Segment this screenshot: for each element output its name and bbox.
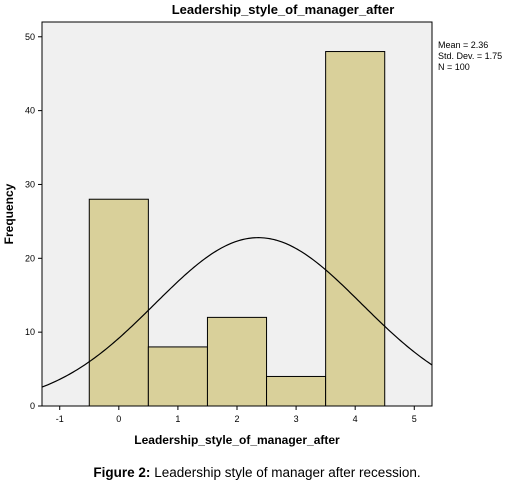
x-tick-label-5: 5 <box>412 414 417 424</box>
x-axis: -1 0 1 2 3 4 5 <box>56 406 417 424</box>
bars-group <box>88 51 386 407</box>
y-tick-label-40: 40 <box>25 106 35 116</box>
caption-label: Figure 2: <box>93 465 151 480</box>
stat-mean: Mean = 2.36 <box>438 40 488 50</box>
chart-title: Leadership_style_of_manager_after <box>172 2 395 17</box>
x-tick-label-1: 1 <box>175 414 180 424</box>
y-axis-title: Frequency <box>2 183 16 244</box>
bar-3 <box>266 375 327 407</box>
y-tick-label-0: 0 <box>30 401 35 411</box>
normal-curve <box>41 237 433 388</box>
y-axis: 0 10 20 30 40 50 <box>25 32 42 411</box>
bar-1 <box>147 346 208 407</box>
stat-n: N = 100 <box>438 62 470 72</box>
x-tick-label-2: 2 <box>234 414 239 424</box>
y-tick-label-30: 30 <box>25 179 35 189</box>
x-tick-label--1: -1 <box>56 414 64 424</box>
figure-caption: Figure 2: Leadership style of manager af… <box>0 465 514 480</box>
bar-2 <box>206 316 268 407</box>
x-tick-label-0: 0 <box>116 414 121 424</box>
y-tick-label-10: 10 <box>25 327 35 337</box>
y-tick-label-20: 20 <box>25 253 35 263</box>
x-tick-label-3: 3 <box>294 414 299 424</box>
stat-std-dev: Std. Dev. = 1.75 <box>438 51 502 61</box>
y-tick-label-50: 50 <box>25 32 35 42</box>
x-tick-label-4: 4 <box>353 414 358 424</box>
histogram-chart: Leadership_style_of_manager_after 010203… <box>2 2 502 447</box>
bar-0 <box>88 198 149 407</box>
x-axis-title: Leadership_style_of_manager_after <box>134 433 340 447</box>
caption-text: Leadership style of manager after recess… <box>154 465 421 480</box>
bar-4 <box>325 51 386 407</box>
